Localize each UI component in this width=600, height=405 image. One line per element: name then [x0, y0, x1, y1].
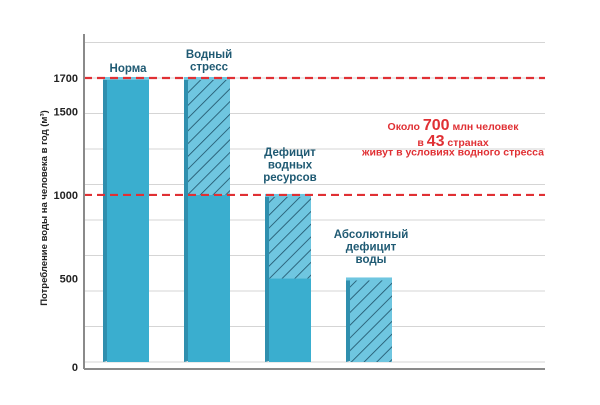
y-tick-label: 0	[72, 362, 78, 374]
bar-side	[184, 78, 188, 362]
bar-side	[265, 194, 269, 362]
threshold-lines	[84, 76, 545, 197]
annotation-line-1: Около 700 млн человек	[388, 117, 520, 134]
bar-top	[346, 277, 392, 281]
y-axis-label: Потребление воды на человека в год (м³)	[39, 110, 50, 306]
bar-hatched	[350, 278, 392, 362]
bar-side	[103, 78, 107, 362]
category-label: дефицит	[346, 242, 397, 254]
bar-solid	[188, 194, 230, 362]
bar-solid	[107, 78, 149, 362]
bar-hatched	[188, 78, 230, 195]
y-tick-label: 1000	[54, 190, 78, 202]
bar-solid	[269, 278, 311, 362]
category-label: Водный	[186, 49, 232, 61]
category-label: водных	[268, 160, 313, 172]
grid-lines	[84, 42, 545, 363]
category-label: стресс	[190, 62, 229, 74]
category-label: ресурсов	[263, 172, 316, 184]
category-label: Норма	[110, 63, 148, 75]
bar-hatched	[269, 194, 311, 279]
y-tick-label: 1500	[54, 106, 78, 118]
annotation-line-3: живут в условиях водного стресса	[361, 147, 544, 159]
bar-side	[346, 278, 350, 362]
category-label: Абсолютный	[334, 229, 409, 241]
axes: 0 500 1000 1500 1700	[54, 34, 545, 374]
category-label: Дефицит	[264, 147, 316, 159]
annotation-line-2: в 43 странах	[417, 133, 489, 150]
category-label: воды	[356, 254, 387, 266]
y-tick-label: 500	[60, 273, 78, 285]
y-tick-label: 1700	[54, 73, 78, 85]
bar-top	[265, 193, 311, 197]
